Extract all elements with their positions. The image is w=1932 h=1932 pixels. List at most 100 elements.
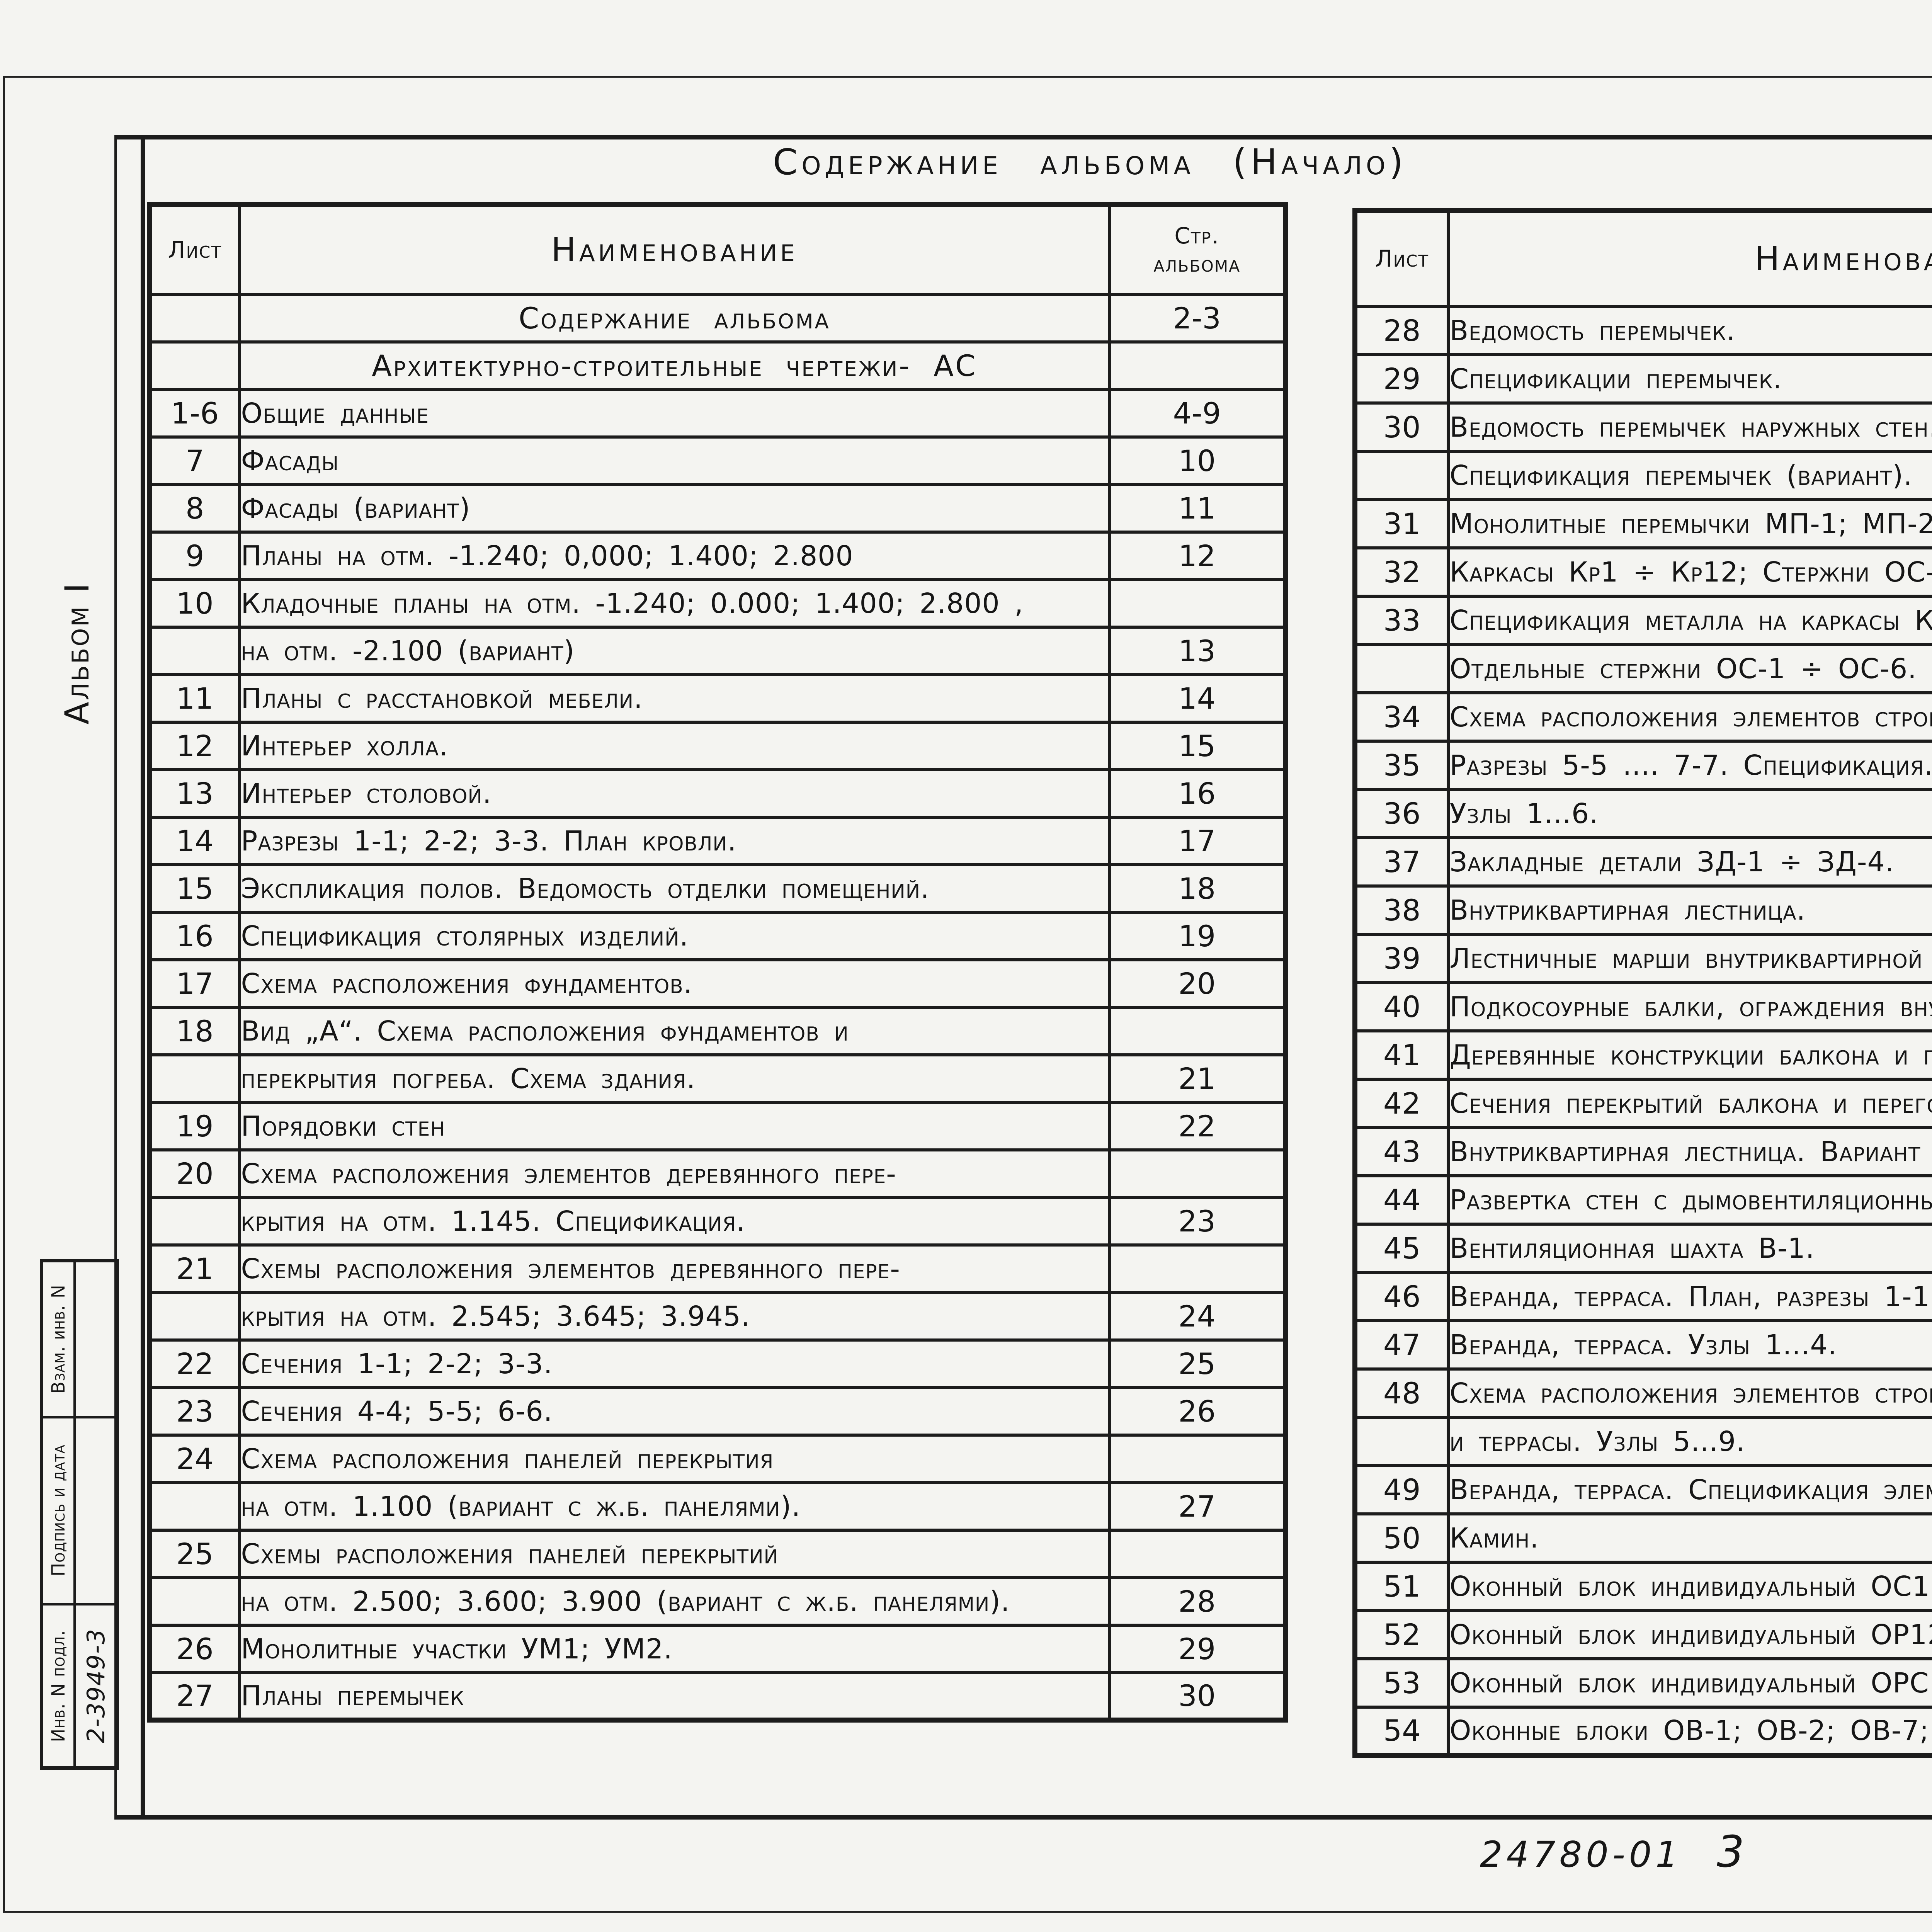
page-cell: 30 xyxy=(1108,1671,1287,1722)
sheet-cell: 1-6 xyxy=(148,388,241,439)
name-cell: Спецификация перемычек (вариант). xyxy=(1446,449,1932,501)
table-row: и террасы. Узлы 5...9.51 xyxy=(1353,1415,1932,1467)
header-row: Лист Наименование Стр. альбома xyxy=(1353,209,1932,308)
sheet-cell: 20 xyxy=(148,1148,241,1199)
name-cell: Схема расположения элементов деревянного… xyxy=(238,1148,1111,1199)
page-cell xyxy=(1108,1528,1287,1579)
name-cell: Оконный блок индивидуальный ОР12-6и. xyxy=(1446,1609,1932,1660)
stamp-value-cell: 2-3949-3 xyxy=(73,1603,119,1769)
name-cell: на отм. 2.500; 3.600; 3.900 (вариант с ж… xyxy=(238,1576,1111,1627)
table-row: Спецификация перемычек (вариант).33 xyxy=(1353,449,1932,501)
stamp-label: Инв. N подл. xyxy=(48,1629,69,1742)
name-cell: Интерьер холла. xyxy=(238,720,1111,771)
footer-doc-code: 24780-01 3 xyxy=(1480,1827,1748,1877)
sheet-cell: 46 xyxy=(1353,1270,1450,1322)
frame-bottom-line xyxy=(115,1815,1932,1820)
page-cell: 13 xyxy=(1108,625,1287,676)
page-cell: 16 xyxy=(1108,768,1287,819)
name-cell: Веранда, терраса. Спецификация элементов… xyxy=(1446,1464,1932,1515)
header-page: Стр. альбома xyxy=(1108,203,1287,296)
name-cell: Лестничные марши внутриквартирной лестни… xyxy=(1446,932,1932,984)
page-cell: 14 xyxy=(1108,673,1287,724)
page-cell: 25 xyxy=(1108,1338,1287,1389)
name-cell: крытия на отм. 1.145. Спецификация. xyxy=(238,1196,1111,1247)
name-cell: Оконный блок индивидуальный ОРС12-6и. xyxy=(1446,1657,1932,1709)
stamp-row: Взам. инв. N xyxy=(40,1259,119,1418)
sheet-cell xyxy=(148,1291,241,1342)
page-cell xyxy=(1108,1148,1287,1199)
binding-margin-line xyxy=(114,135,117,1820)
header-page-line1: Стр. xyxy=(1174,223,1220,249)
sheet-cell xyxy=(1353,643,1450,694)
name-cell: Экспликация полов. Ведомость отделки пом… xyxy=(238,863,1111,914)
inventory-number: 2-3949-3 xyxy=(82,1628,110,1743)
sheet-cell xyxy=(148,625,241,676)
stamp-label-cell: Подпись и дата xyxy=(40,1415,76,1606)
name-cell: Веранда, терраса. Узлы 1...4. xyxy=(1446,1319,1932,1371)
table-row: 1-6 Общие данные 4-9 xyxy=(148,388,1287,439)
name-cell: Схема расположения элементов стропил , в… xyxy=(1446,1367,1932,1419)
sheet-cell: 44 xyxy=(1353,1174,1450,1226)
page-cell: 12 xyxy=(1108,530,1287,581)
table-row: 20 Схема расположения элементов деревянно… xyxy=(148,1148,1287,1199)
album-side-label-text: Альбом I xyxy=(58,582,97,724)
table-row: 14 Разрезы 1-1; 2-2; 3-3. План кровли. 17 xyxy=(148,815,1287,866)
name-cell: Разрезы 5-5 .... 7-7. Спецификация. xyxy=(1446,739,1932,791)
name-cell: Камин. xyxy=(1446,1512,1932,1564)
name-cell: Планы на отм. -1.240; 0,000; 1.400; 2.80… xyxy=(238,530,1111,581)
sheet-cell: 35 xyxy=(1353,739,1450,791)
table-row: 8 Фасады (вариант) 11 xyxy=(148,483,1287,534)
sheet-cell: 51 xyxy=(1353,1560,1450,1612)
page-cell: 4-9 xyxy=(1108,388,1287,439)
sheet-cell: 17 xyxy=(148,958,241,1009)
page-cell: 2-3 xyxy=(1108,293,1287,344)
header-sheet: Лист xyxy=(148,203,241,296)
doc-sheet-number: 3 xyxy=(1716,1827,1748,1877)
page-cell: 15 xyxy=(1108,720,1287,771)
name-cell: Фасады (вариант) xyxy=(238,483,1111,534)
page-cell: 11 xyxy=(1108,483,1287,534)
outer-scan-border xyxy=(3,76,1932,1913)
name-cell: Сечения 4-4; 5-5; 6-6. xyxy=(238,1386,1111,1437)
name-cell: Оконные блоки ОВ-1; ОВ-2; ОВ-7; ОВ-8. xyxy=(1446,1705,1932,1757)
page-cell xyxy=(1108,1433,1287,1484)
table-row: крытия на отм. 1.145. Спецификация. 23 xyxy=(148,1196,1287,1247)
sheet-cell: 43 xyxy=(1353,1126,1450,1177)
page-cell: 10 xyxy=(1108,435,1287,486)
sheet-cell: 7 xyxy=(148,435,241,486)
sheet-cell: 25 xyxy=(148,1528,241,1579)
page-cell xyxy=(1108,578,1287,629)
page-cell: 20 xyxy=(1108,958,1287,1009)
name-cell: Внутриквартирная лестница. Вариант с пог… xyxy=(1446,1126,1932,1177)
sheet-cell: 22 xyxy=(148,1338,241,1389)
table-row: 26 Монолитные участки УМ1; УМ2. 29 xyxy=(148,1623,1287,1674)
page-cell: 23 xyxy=(1108,1196,1287,1247)
sheet-cell: 54 xyxy=(1353,1705,1450,1757)
name-cell: Монолитные участки УМ1; УМ2. xyxy=(238,1623,1111,1674)
doc-code: 24780-01 xyxy=(1480,1834,1682,1875)
name-cell: Спецификации перемычек. xyxy=(1446,353,1932,405)
name-cell: Разрезы 1-1; 2-2; 3-3. План кровли. xyxy=(238,815,1111,866)
table-row: 23 Сечения 4-4; 5-5; 6-6. 26 xyxy=(148,1386,1287,1437)
name-cell: на отм. -2.100 (вариант) xyxy=(238,625,1111,676)
page-cell: 22 xyxy=(1108,1100,1287,1151)
sheet-cell: 53 xyxy=(1353,1657,1450,1709)
sheet-cell: 30 xyxy=(1353,401,1450,453)
name-cell: Схемы расположения панелей перекрытий xyxy=(238,1528,1111,1579)
table-row: Отдельные стержни ОС-1 ÷ ОС-6.36 xyxy=(1353,643,1932,694)
sheet-cell: 42 xyxy=(1353,1077,1450,1129)
sheet-cell: 10 xyxy=(148,578,241,629)
toc-table-right: Лист Наименование Стр. альбома 28Ведомос… xyxy=(1352,208,1932,1758)
name-cell: Схема расположения фундаментов. xyxy=(238,958,1111,1009)
sheet-cell: 8 xyxy=(148,483,241,534)
sheet-cell: 21 xyxy=(148,1243,241,1294)
name-cell: Спецификация металла на каркасы Кр1 ÷ Кр… xyxy=(1446,594,1932,646)
